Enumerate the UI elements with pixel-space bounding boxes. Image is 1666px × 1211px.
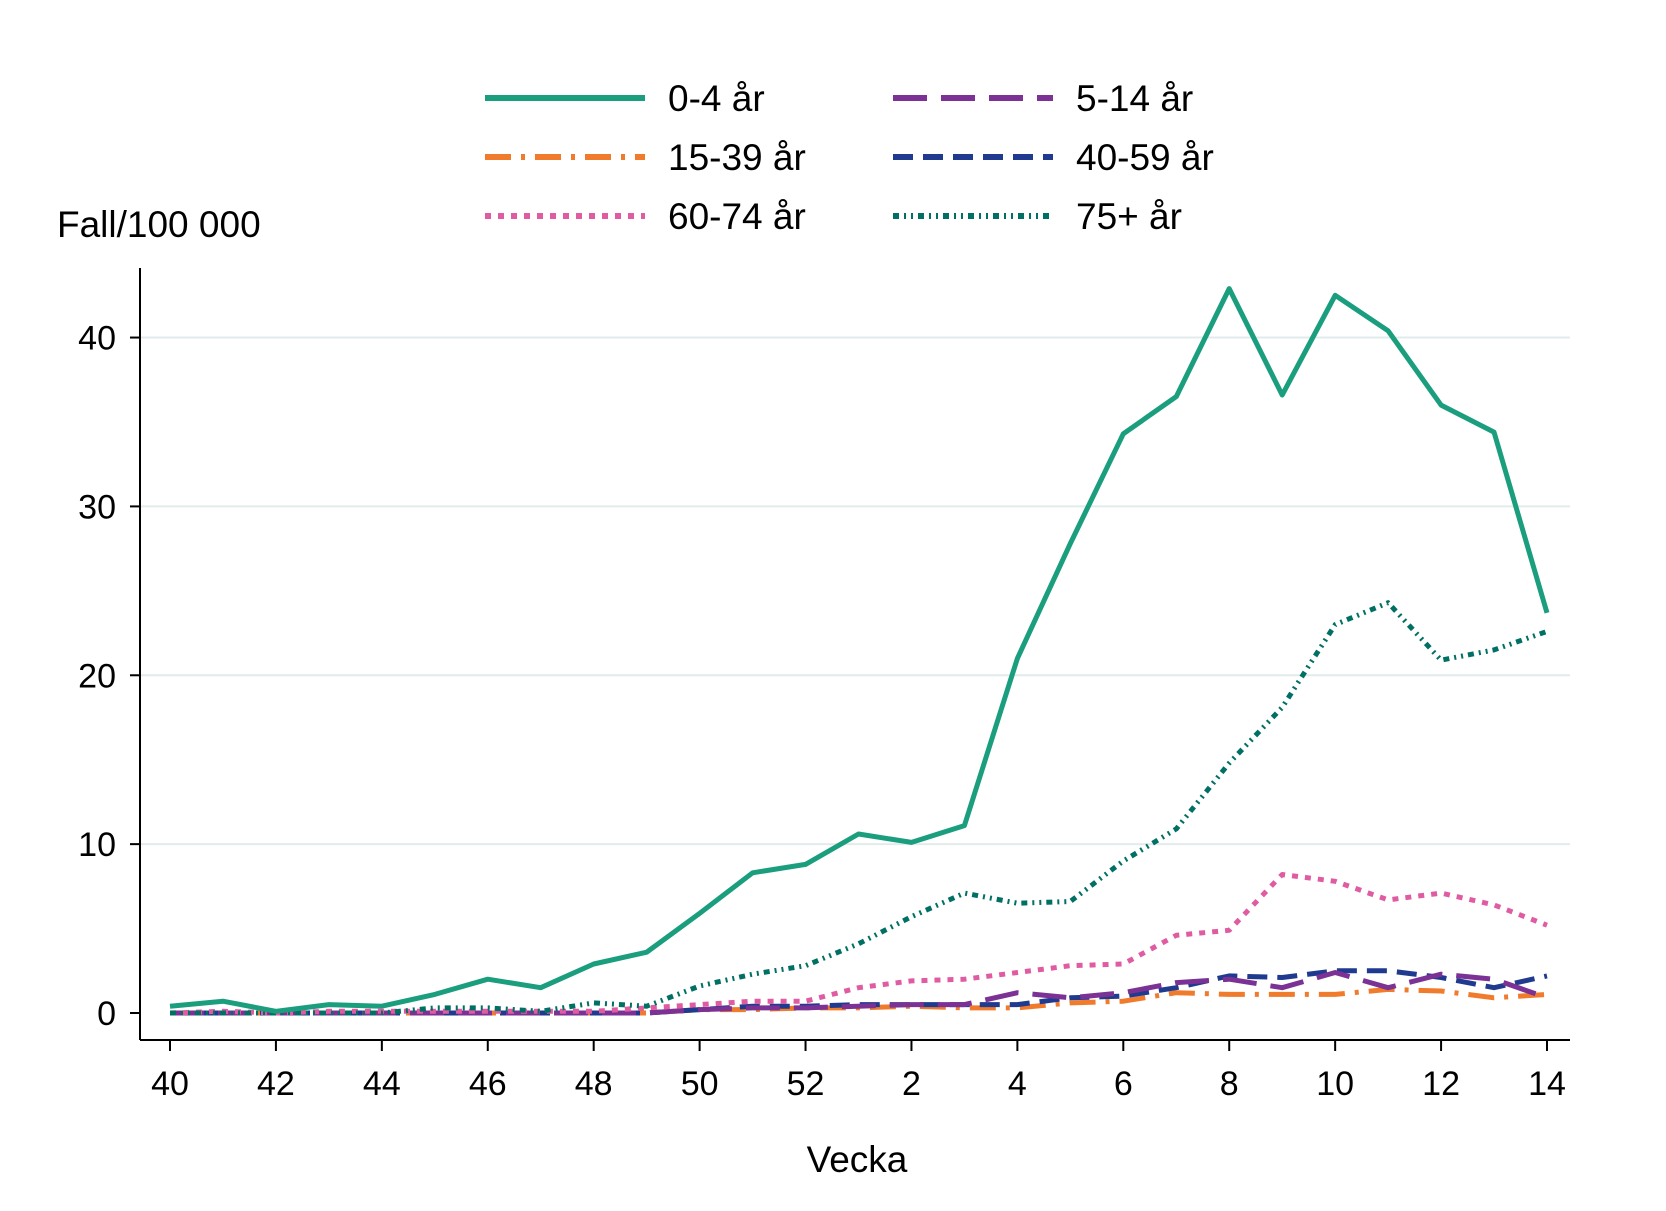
x-tick-label: 40 bbox=[151, 1065, 189, 1103]
series-lines bbox=[169, 286, 1550, 1016]
legend-label: 5-14 år bbox=[1076, 78, 1193, 119]
x-ticks: 40 42 44 46 48 50 52 2 4 6 8 10 12 14 bbox=[151, 1040, 1566, 1103]
y-tick-label: 10 bbox=[78, 826, 116, 864]
x-tick-label: 10 bbox=[1316, 1065, 1354, 1103]
x-tick-label: 2 bbox=[902, 1065, 921, 1103]
legend-label: 60-74 år bbox=[668, 196, 806, 237]
y-tick-label: 0 bbox=[97, 995, 116, 1033]
legend: 0-4 år 5-14 år 15-39 år 40-59 år 60-74 år 75+… bbox=[485, 78, 1214, 237]
y-tick-label: 20 bbox=[78, 657, 116, 695]
x-tick-label: 12 bbox=[1422, 1065, 1460, 1103]
legend-label: 0-4 år bbox=[668, 78, 765, 119]
legend-label: 15-39 år bbox=[668, 137, 806, 178]
x-tick-label: 44 bbox=[363, 1065, 401, 1103]
x-tick-label: 6 bbox=[1114, 1065, 1133, 1103]
x-tick-label: 8 bbox=[1220, 1065, 1239, 1103]
series-line-0-4-r bbox=[169, 286, 1550, 1014]
x-tick-label: 48 bbox=[575, 1065, 613, 1103]
series-line-60-74-r bbox=[169, 872, 1548, 1016]
y-ticks: 0 10 20 30 40 bbox=[78, 320, 140, 1033]
series-line-75+-r bbox=[170, 600, 1548, 1016]
x-tick-label: 14 bbox=[1528, 1065, 1566, 1103]
legend-label: 40-59 år bbox=[1076, 137, 1214, 178]
gridlines bbox=[140, 336, 1570, 846]
x-tick-label: 42 bbox=[257, 1065, 295, 1103]
x-tick-label: 46 bbox=[469, 1065, 507, 1103]
y-axis-title: Fall/100 000 bbox=[57, 204, 261, 245]
series-line-15-39-r bbox=[170, 986, 1548, 1016]
axes bbox=[139, 268, 1570, 1041]
legend-label: 75+ år bbox=[1076, 196, 1182, 237]
y-tick-label: 40 bbox=[78, 320, 116, 358]
x-tick-label: 4 bbox=[1008, 1065, 1027, 1103]
x-axis-title: Vecka bbox=[807, 1139, 908, 1180]
x-tick-label: 52 bbox=[787, 1065, 825, 1103]
series-line-5-14-r bbox=[170, 970, 1548, 1016]
y-tick-label: 30 bbox=[78, 488, 116, 526]
x-tick-label: 50 bbox=[681, 1065, 719, 1103]
